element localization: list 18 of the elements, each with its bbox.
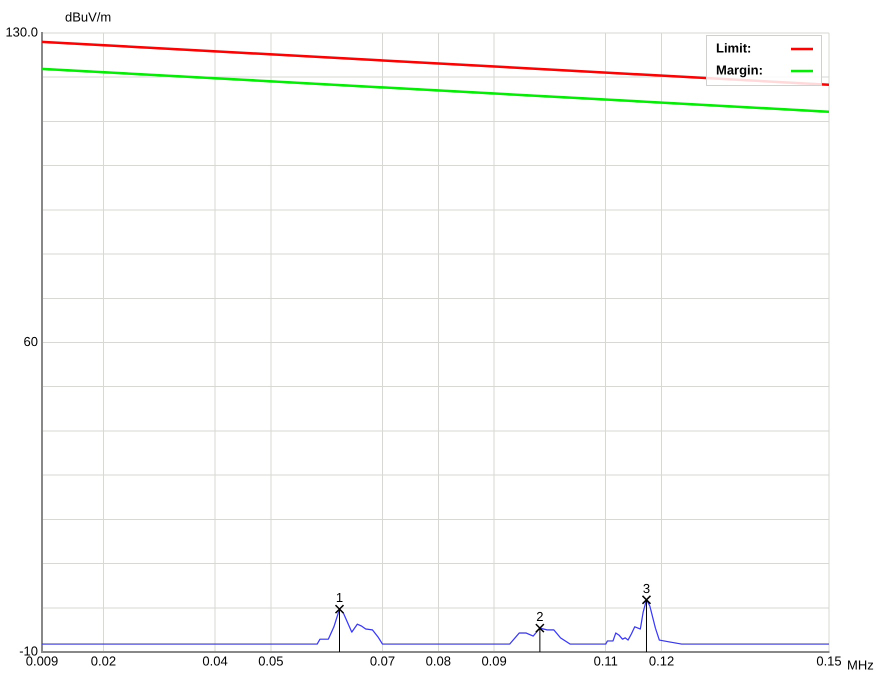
x-tick-label: 0.07: [370, 653, 396, 668]
y-tick-label: 60: [24, 334, 38, 350]
annotation: 2: [536, 609, 544, 624]
x-tick-label: 0.04: [202, 653, 228, 668]
x-tick-label: 0.05: [258, 653, 284, 668]
x-tick-label: 0.02: [90, 653, 116, 668]
x-tick-label: 0.12: [648, 653, 674, 668]
series-label: Limit:: [716, 40, 752, 56]
y-tick-label: 130.0: [5, 24, 38, 40]
x-tick-label: 0.09: [481, 653, 507, 668]
legend-label: Margin:: [716, 62, 763, 78]
annotation: 1: [336, 590, 344, 606]
x-tick-label: 0.08: [426, 653, 451, 668]
y-axis-title: dBuV/m: [65, 10, 112, 25]
x-tick-label: 0.15: [816, 653, 842, 668]
annotation: 3: [642, 580, 650, 596]
x-axis-title: MHz: [847, 658, 874, 673]
x-tick-label: 0.11: [594, 653, 618, 668]
